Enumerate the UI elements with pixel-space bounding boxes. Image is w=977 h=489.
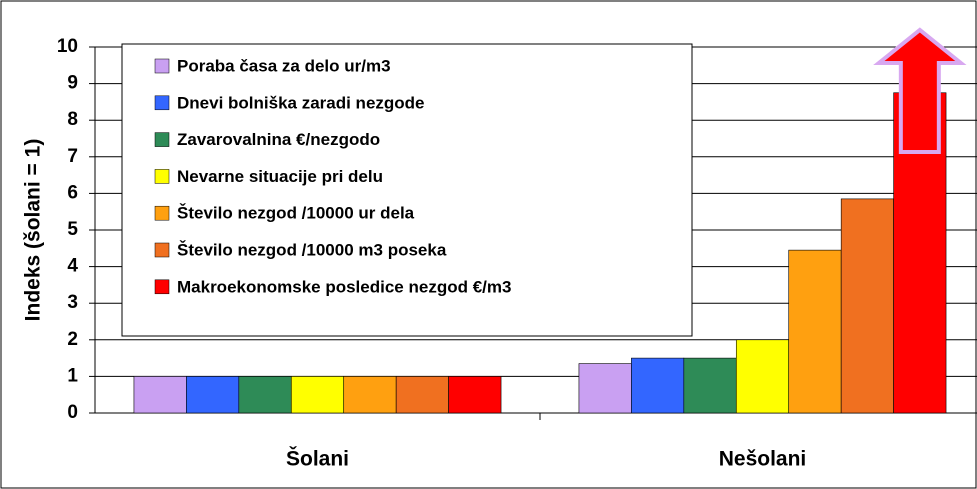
y-tick-label: 0 [67,402,78,423]
bar [343,376,397,414]
y-tick-label: 2 [67,329,78,350]
x-tick-label: Šolani [286,447,349,471]
legend-swatch [154,279,170,295]
legend-label: Makroekonomske posledice nezgod €/m3 [177,277,511,296]
legend-box [121,43,693,337]
legend-label: Nevarne situacije pri delu [177,167,383,186]
y-axis-label: Indeks (šolani = 1) [22,139,45,322]
y-tick-label: 5 [67,219,78,240]
y-tick-label: 8 [67,109,78,130]
bar [683,357,737,414]
arrow [873,27,967,154]
bar [448,376,502,414]
y-tick-label: 10 [57,36,78,57]
legend-label: Dnevi bolniška zaradi nezgode [177,93,425,112]
bar [840,198,894,414]
legend-label: Število nezgod /10000 ur dela [177,204,415,223]
y-tick-label: 7 [67,146,78,167]
x-tick-label: Nešolani [719,448,807,471]
legend-swatch [154,95,170,111]
y-tick-label: 1 [67,365,78,386]
bar [133,376,187,414]
bar [238,376,292,414]
y-tick-label: 9 [67,73,78,94]
legend-swatch [154,132,170,147]
legend-label: Zavarovalnina €/nezgodo [177,130,380,149]
bar [631,357,685,414]
y-tick-label: 4 [67,256,78,277]
bar [578,363,632,414]
legend-swatch [154,58,170,74]
bar [290,376,345,414]
legend-swatch [154,242,170,258]
y-tick-label: 6 [67,182,78,203]
bar [788,249,842,414]
legend-swatch [154,169,170,184]
bar [186,376,240,414]
y-tick-label: 3 [67,292,78,313]
legend-swatch [154,205,170,221]
legend-label: Število nezgod /10000 m3 poseka [177,240,447,259]
legend-label: Poraba časa za delo ur/m3 [177,56,391,75]
bar [395,376,449,414]
legend: Poraba časa za delo ur/m3 Dnevi bolniška … [121,43,693,337]
bar [735,339,790,414]
